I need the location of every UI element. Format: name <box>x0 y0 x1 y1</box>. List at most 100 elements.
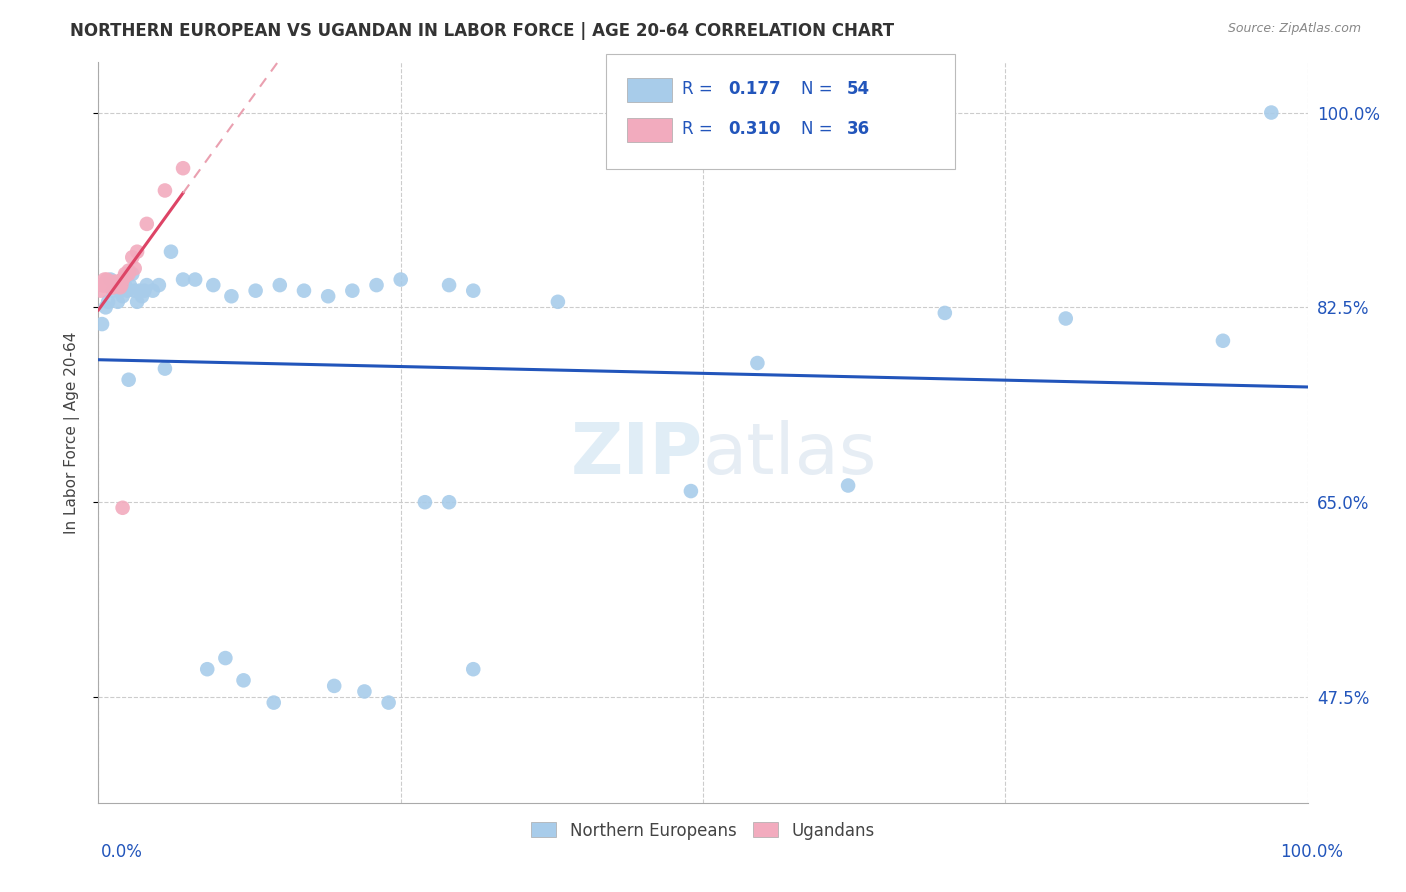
Point <box>389 272 412 286</box>
Text: R =: R = <box>682 120 718 138</box>
Point <box>94 301 117 315</box>
Point <box>245 284 267 298</box>
Point <box>98 275 121 289</box>
Point <box>134 284 156 298</box>
Point <box>108 275 131 289</box>
Point <box>118 263 141 277</box>
Point <box>153 184 176 198</box>
Point <box>127 244 149 259</box>
Point <box>100 277 122 291</box>
Point <box>118 373 141 387</box>
Point <box>114 267 136 281</box>
Point <box>128 284 150 298</box>
Point <box>837 478 859 492</box>
Point <box>127 294 149 309</box>
Point <box>118 278 141 293</box>
Point <box>93 278 115 293</box>
Text: R =: R = <box>682 80 718 98</box>
Point <box>121 267 143 281</box>
Text: 0.0%: 0.0% <box>101 843 143 861</box>
Point <box>463 284 485 298</box>
Point <box>263 696 285 710</box>
Point <box>107 278 129 293</box>
Point <box>108 276 131 290</box>
Point <box>160 244 183 259</box>
Point <box>118 267 141 281</box>
Point <box>172 272 194 286</box>
Point <box>111 289 134 303</box>
Point <box>111 500 134 515</box>
Point <box>1054 311 1077 326</box>
Text: ZIP: ZIP <box>571 420 703 490</box>
Text: 0.177: 0.177 <box>728 80 780 98</box>
Text: Source: ZipAtlas.com: Source: ZipAtlas.com <box>1227 22 1361 36</box>
Text: 36: 36 <box>846 120 869 138</box>
Text: atlas: atlas <box>703 420 877 490</box>
Point <box>111 272 134 286</box>
Point <box>101 276 124 290</box>
Point <box>103 275 125 289</box>
Point <box>110 278 132 293</box>
Point <box>747 356 769 370</box>
Point <box>292 284 315 298</box>
Point <box>184 272 207 286</box>
Point <box>108 280 131 294</box>
Point <box>135 217 157 231</box>
Point <box>463 662 485 676</box>
Point <box>100 280 122 294</box>
Point <box>547 294 569 309</box>
Point <box>316 289 339 303</box>
Point <box>437 495 460 509</box>
Point <box>148 278 170 293</box>
Point <box>142 284 165 298</box>
Point <box>91 317 114 331</box>
Point <box>105 275 128 289</box>
Point <box>117 284 139 298</box>
Point <box>202 278 225 293</box>
Point <box>1212 334 1234 348</box>
Point <box>91 278 114 293</box>
Point <box>101 284 124 298</box>
Point <box>104 278 127 293</box>
Point <box>96 272 118 286</box>
Point <box>124 261 146 276</box>
Point <box>269 278 291 293</box>
Point <box>90 284 112 298</box>
Point <box>108 284 131 298</box>
Point <box>114 269 136 284</box>
Point <box>94 278 117 293</box>
Point <box>121 250 143 264</box>
Point <box>111 272 134 286</box>
Point <box>353 684 375 698</box>
Text: 0.310: 0.310 <box>728 120 780 138</box>
Point <box>323 679 346 693</box>
Point <box>114 278 136 293</box>
Point <box>377 696 399 710</box>
Legend: Northern Europeans, Ugandans: Northern Europeans, Ugandans <box>524 815 882 847</box>
Point <box>97 294 120 309</box>
Point <box>366 278 388 293</box>
Point <box>1260 105 1282 120</box>
Point <box>101 280 124 294</box>
Point <box>934 306 956 320</box>
Point <box>413 495 436 509</box>
Point <box>97 278 120 293</box>
Point <box>153 361 176 376</box>
Point <box>105 276 128 290</box>
Point <box>342 284 364 298</box>
Point <box>131 289 153 303</box>
Point <box>437 278 460 293</box>
Text: NORTHERN EUROPEAN VS UGANDAN IN LABOR FORCE | AGE 20-64 CORRELATION CHART: NORTHERN EUROPEAN VS UGANDAN IN LABOR FO… <box>70 22 894 40</box>
Point <box>93 272 115 286</box>
Point <box>91 278 114 293</box>
Point <box>214 651 236 665</box>
Point <box>679 484 702 499</box>
Point <box>172 161 194 176</box>
Point <box>100 272 122 286</box>
Point <box>124 284 146 298</box>
Point <box>100 278 122 293</box>
Point <box>135 278 157 293</box>
Text: N =: N = <box>801 80 838 98</box>
Point <box>221 289 243 303</box>
Point <box>232 673 254 688</box>
